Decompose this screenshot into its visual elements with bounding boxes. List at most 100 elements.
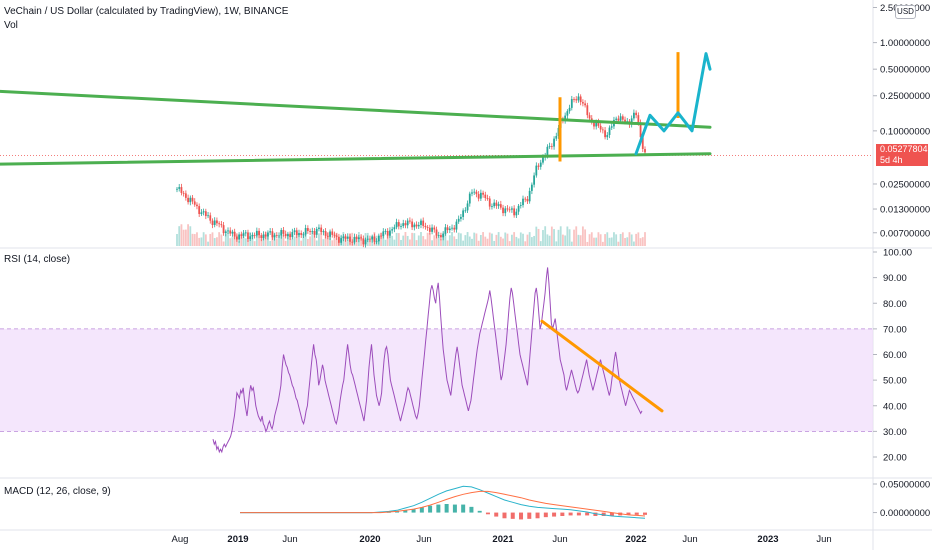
price-candle-body xyxy=(599,125,602,130)
price-candle-body xyxy=(635,112,638,116)
volume-bar xyxy=(644,232,646,246)
price-candle-body xyxy=(329,231,331,237)
volume-bar xyxy=(187,224,189,246)
price-candle-body xyxy=(362,238,365,245)
macd-histogram-bar xyxy=(552,512,557,517)
price-candle-body xyxy=(484,194,487,199)
volume-bar xyxy=(271,233,274,246)
price-candle-body xyxy=(176,188,178,190)
volume-bar xyxy=(329,235,331,246)
volume-bar xyxy=(539,241,542,246)
volume-bar xyxy=(604,234,606,246)
price-candle-body xyxy=(269,231,272,233)
price-candle-body xyxy=(615,118,618,120)
price-candle-body xyxy=(349,236,351,242)
price-candle-body xyxy=(422,220,425,226)
price-candle-body xyxy=(573,99,575,100)
price-candle-body xyxy=(227,230,229,232)
volume-bar xyxy=(275,238,278,246)
price-candle-body xyxy=(624,119,626,122)
volume-bar xyxy=(486,238,489,246)
volume-bar xyxy=(366,232,369,246)
price-candle-body xyxy=(191,197,194,202)
volume-bar xyxy=(324,236,327,246)
macd-histogram-bar xyxy=(593,512,598,516)
volume-bar xyxy=(471,238,473,246)
volume-bar xyxy=(191,233,194,246)
price-candle-body xyxy=(495,202,498,206)
volume-bar xyxy=(196,232,198,246)
price-candle-body xyxy=(630,118,633,125)
volume-bar xyxy=(588,234,591,246)
macd-histogram-bar xyxy=(461,504,466,513)
price-candle-body xyxy=(522,198,524,206)
macd-histogram-bar xyxy=(568,512,573,516)
price-candle-body xyxy=(346,236,349,239)
price-candle-body xyxy=(238,234,241,240)
volume-bar xyxy=(548,235,551,246)
price-candle-body xyxy=(499,204,502,208)
volume-bar xyxy=(242,232,245,246)
price-candle-body xyxy=(320,227,323,233)
volume-bar xyxy=(462,240,465,246)
volume-bar xyxy=(282,234,285,246)
volume-bar xyxy=(455,239,458,246)
volume-bar xyxy=(333,233,336,246)
rsi-band xyxy=(0,328,873,432)
price-candle-body xyxy=(251,234,254,237)
volume-bar xyxy=(184,229,187,246)
volume-bar xyxy=(240,233,243,246)
price-candle-body xyxy=(202,211,205,213)
macd-histogram-bar xyxy=(452,504,457,513)
price-candle-body xyxy=(513,208,516,216)
price-candle-body xyxy=(404,223,407,226)
volume-bar xyxy=(586,241,589,246)
macd-histogram-bar xyxy=(436,504,441,513)
volume-bar xyxy=(249,232,252,246)
volume-bar xyxy=(253,241,256,246)
volume-bar xyxy=(326,232,329,246)
price-candle-body xyxy=(273,235,276,238)
volume-bar xyxy=(373,232,376,246)
price-candle-body xyxy=(196,204,198,207)
currency-badge[interactable]: USD xyxy=(895,5,916,19)
volume-bar xyxy=(557,229,560,246)
price-candle-body xyxy=(291,232,294,238)
macd-histogram-bar xyxy=(477,510,482,513)
volume-bar xyxy=(408,239,411,246)
volume-bar xyxy=(550,226,553,246)
price-candle-body xyxy=(533,175,535,185)
price-candle-body xyxy=(189,197,192,203)
volume-bar xyxy=(542,230,544,246)
volume-bar xyxy=(346,240,349,246)
rsi-tick-label: 30.00 xyxy=(883,427,907,438)
price-candle-body xyxy=(508,209,511,211)
volume-bar xyxy=(304,232,307,246)
price-candle-body xyxy=(471,192,473,194)
price-candle-body xyxy=(258,230,260,236)
volume-bar xyxy=(504,232,507,246)
time-tick-label: Jun xyxy=(816,534,831,545)
macd-label: MACD (12, 26, close, 9) xyxy=(4,486,111,497)
price-candle-body xyxy=(546,146,549,156)
volume-bar xyxy=(528,232,531,246)
volume-bar xyxy=(511,234,513,246)
volume-bar xyxy=(298,235,300,246)
last-price-value: 0.05277804 xyxy=(880,144,928,154)
volume-bar xyxy=(216,237,218,246)
volume-bar xyxy=(628,232,631,246)
price-candle-body xyxy=(360,237,362,239)
price-candle-body xyxy=(557,127,560,137)
price-candle-body xyxy=(382,231,385,237)
price-candle-body xyxy=(420,220,422,225)
volume-bar xyxy=(284,240,287,246)
price-candle-body xyxy=(353,236,356,243)
volume-bar xyxy=(428,233,431,246)
price-candle-body xyxy=(497,204,500,206)
volume-bar xyxy=(495,234,498,246)
rsi-tick-label: 60.00 xyxy=(883,350,907,361)
volume-bar xyxy=(207,241,209,246)
volume-bar xyxy=(570,241,573,246)
price-candle-body xyxy=(464,210,467,212)
